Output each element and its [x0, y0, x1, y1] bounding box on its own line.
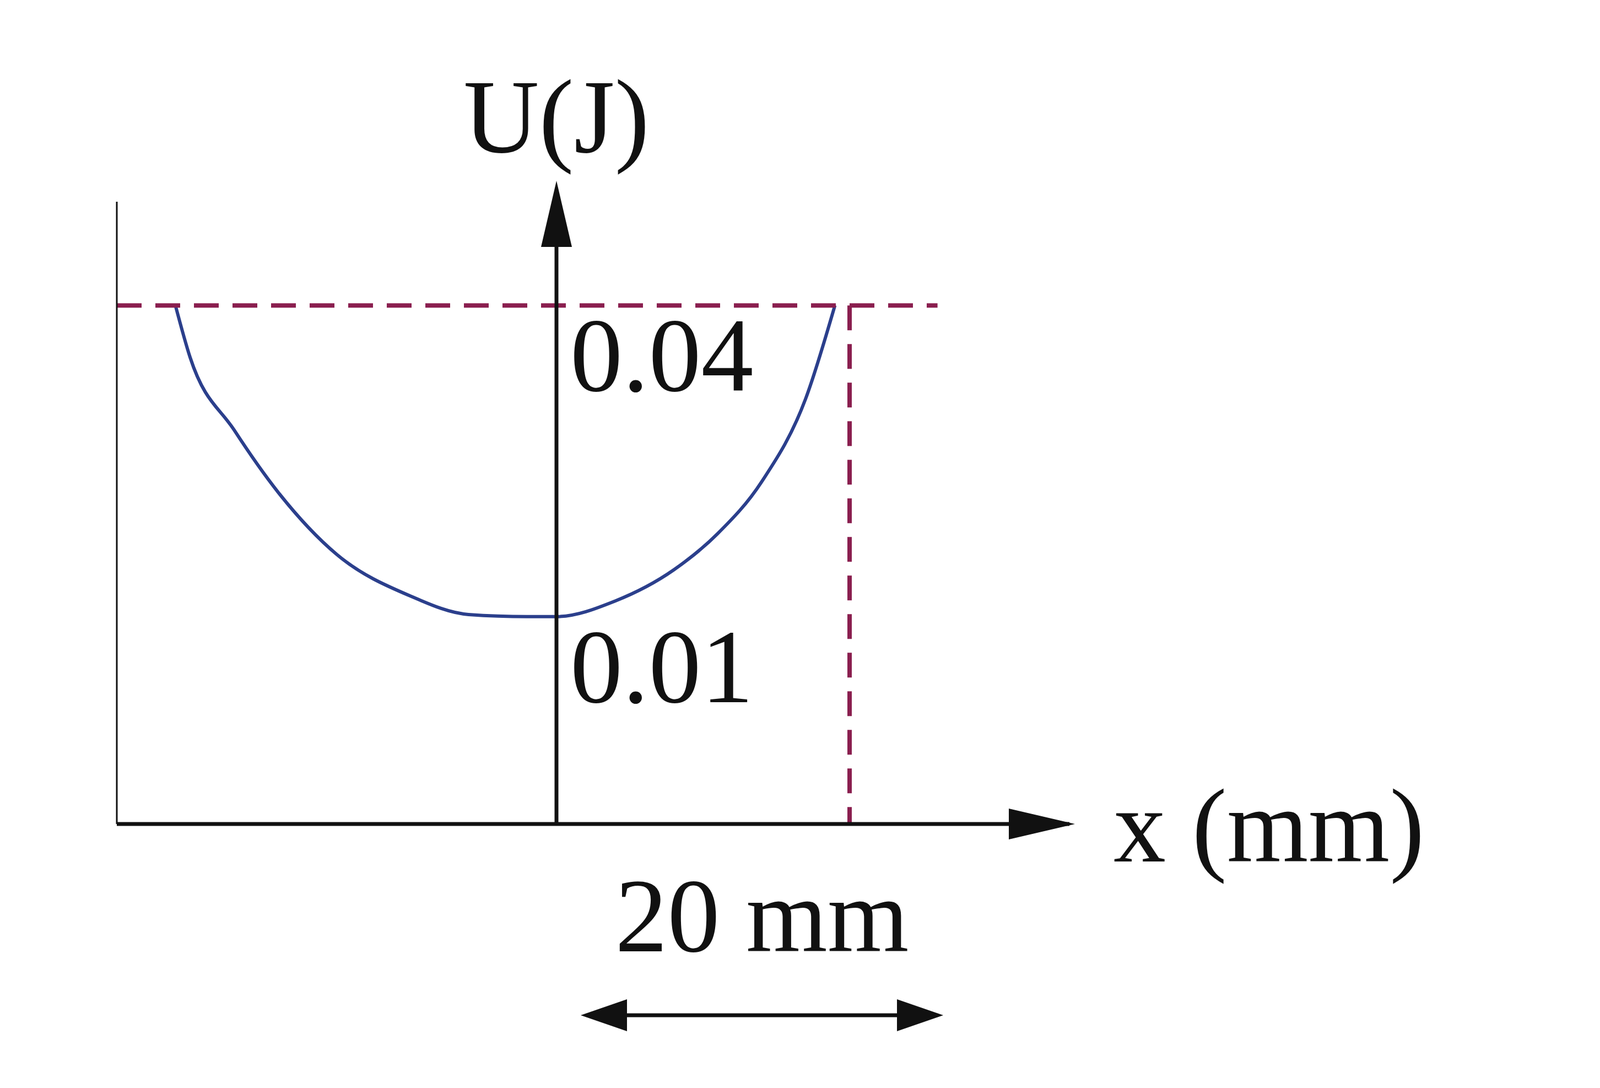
- html-text:U(J): U(J): [463, 58, 650, 175]
- html-text:x (mm): x (mm): [1113, 768, 1425, 884]
- svg-text:0.01: 0.01: [570, 608, 754, 725]
- html-text:20 mm: 20 mm: [615, 857, 909, 974]
- svg-text:0.04: 0.04: [570, 297, 754, 414]
